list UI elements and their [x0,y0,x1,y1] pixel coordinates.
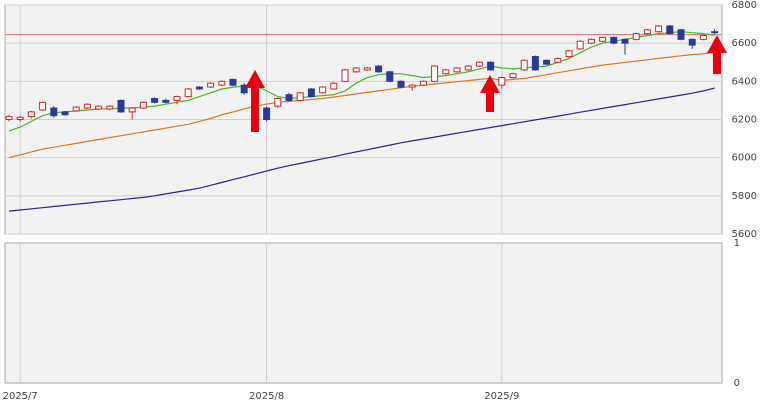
y-tick-label: 6600 [732,38,757,49]
y-tick-label: 6000 [732,153,757,164]
candle-body [319,86,327,94]
candle-body [408,84,416,88]
candle-body [274,98,282,107]
candle-body [151,98,159,103]
candle-body [263,107,271,121]
x-tick-label: 2025/7 [3,391,38,402]
candle-body [16,116,24,120]
y-tick-label: 1 [734,238,740,249]
candle-body [5,116,13,120]
candle-body [173,96,181,101]
arrow [245,70,265,132]
moving-average-line [8,31,715,132]
moving-average-line [8,87,715,212]
candle-body [565,50,573,58]
arrow [480,75,500,112]
candle-body [419,80,427,86]
candle-body [375,65,383,73]
y-tick-label: 6400 [732,76,757,87]
candle-body [397,80,405,88]
y-tick-label: 5600 [732,229,757,240]
candle-body [352,67,360,73]
y-tick-label: 6800 [732,0,757,11]
candle-body [229,78,237,86]
candle-body [643,29,651,35]
x-tick-label: 2025/8 [249,391,284,402]
candle-body [363,67,371,71]
candle-body [95,105,103,110]
candle-body [296,92,304,101]
candle-body [139,101,147,109]
candle-body [50,107,58,117]
candle-body [453,67,461,73]
candle-body [520,59,528,71]
candle-body [599,36,607,42]
candle-body [128,107,136,113]
candle-body [285,94,293,101]
lower-panel [4,242,723,384]
candle-body [218,80,226,86]
candle-body [655,25,663,33]
y-tick-label: 0 [734,378,740,389]
candle-body [240,84,248,94]
candle-body [621,38,629,44]
candle-body [699,35,707,40]
candle-body [677,29,685,40]
candle-body [464,65,472,71]
x-tick-label: 2025/9 [484,391,519,402]
candle-body [531,56,539,71]
arrows [245,35,727,132]
candle-body [431,65,439,82]
candle-body [162,99,170,103]
candle-body [106,105,114,110]
candle-body [576,40,584,50]
candle-body [307,88,315,98]
candle-body [39,101,47,111]
candle-body [475,61,483,67]
candle-body [543,59,551,65]
candle-body [386,71,394,82]
candle-body [61,111,69,116]
candle-body [666,25,674,35]
candle-body [587,38,595,44]
candle-body [442,69,450,75]
candle-body [207,82,215,88]
candle-body [688,38,696,46]
candle-body [487,61,495,71]
candle-body [711,31,719,34]
candle-body [117,99,125,113]
candle-body [610,36,618,44]
candle-body [72,106,80,112]
candle-body [83,103,91,109]
y-tick-label: 6200 [732,115,757,126]
candle-body [509,73,517,79]
candle-body [330,82,338,90]
y-tick-label: 5800 [732,191,757,202]
candle-body [498,77,506,86]
candle-body [632,33,640,40]
candle-body [554,57,562,63]
candle-body [27,111,35,118]
candle-body [184,88,192,98]
candle-body [341,69,349,82]
arrow [707,35,727,74]
moving-average-line [8,52,715,159]
candle-body [195,86,203,90]
